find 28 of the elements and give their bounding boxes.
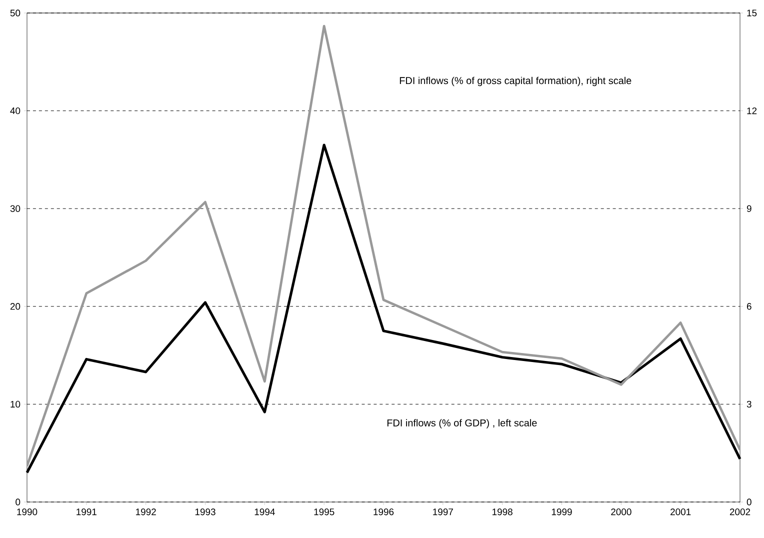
x-tick-label: 1998 bbox=[492, 508, 512, 516]
y2-tick-label: 15 bbox=[747, 10, 757, 16]
x-tick-label: 1995 bbox=[314, 508, 334, 516]
x-tick-label: 1992 bbox=[136, 508, 156, 516]
y2-tick-label: 6 bbox=[746, 303, 752, 310]
line-series bbox=[27, 24, 740, 468]
y2-tick-label: 0 bbox=[746, 498, 752, 506]
y-tick-label: 0 bbox=[16, 498, 20, 506]
x-tick-label: 2001 bbox=[670, 508, 691, 516]
x-tick-label: 2000 bbox=[611, 508, 632, 516]
y2-tick-label: 3 bbox=[746, 400, 752, 408]
y-tick-label: 30 bbox=[10, 205, 20, 212]
y2-tick-label: 9 bbox=[746, 205, 752, 212]
y-tick-label: 10 bbox=[10, 400, 20, 408]
x-tick-label: 1993 bbox=[195, 508, 216, 516]
x-tick-label: 1990 bbox=[17, 508, 38, 516]
y-tick-label: 40 bbox=[10, 107, 20, 114]
annotation: FDI inflows (% of gross capital formation), right scale bbox=[400, 76, 632, 86]
x-tick-label: 1991 bbox=[76, 508, 96, 516]
x-tick-label: 1999 bbox=[552, 508, 572, 516]
x-tick-label: 1996 bbox=[374, 508, 394, 516]
y2-tick-label: 12 bbox=[747, 107, 757, 114]
x-tick-label: 1997 bbox=[433, 508, 453, 516]
y-tick-label: 50 bbox=[10, 10, 20, 16]
x-tick-label: 1994 bbox=[254, 508, 275, 516]
y-tick-label: 20 bbox=[10, 303, 20, 310]
annotation: FDI inflows (% of GDP) , left scale bbox=[387, 419, 537, 428]
x-tick-label: 2002 bbox=[730, 508, 750, 516]
